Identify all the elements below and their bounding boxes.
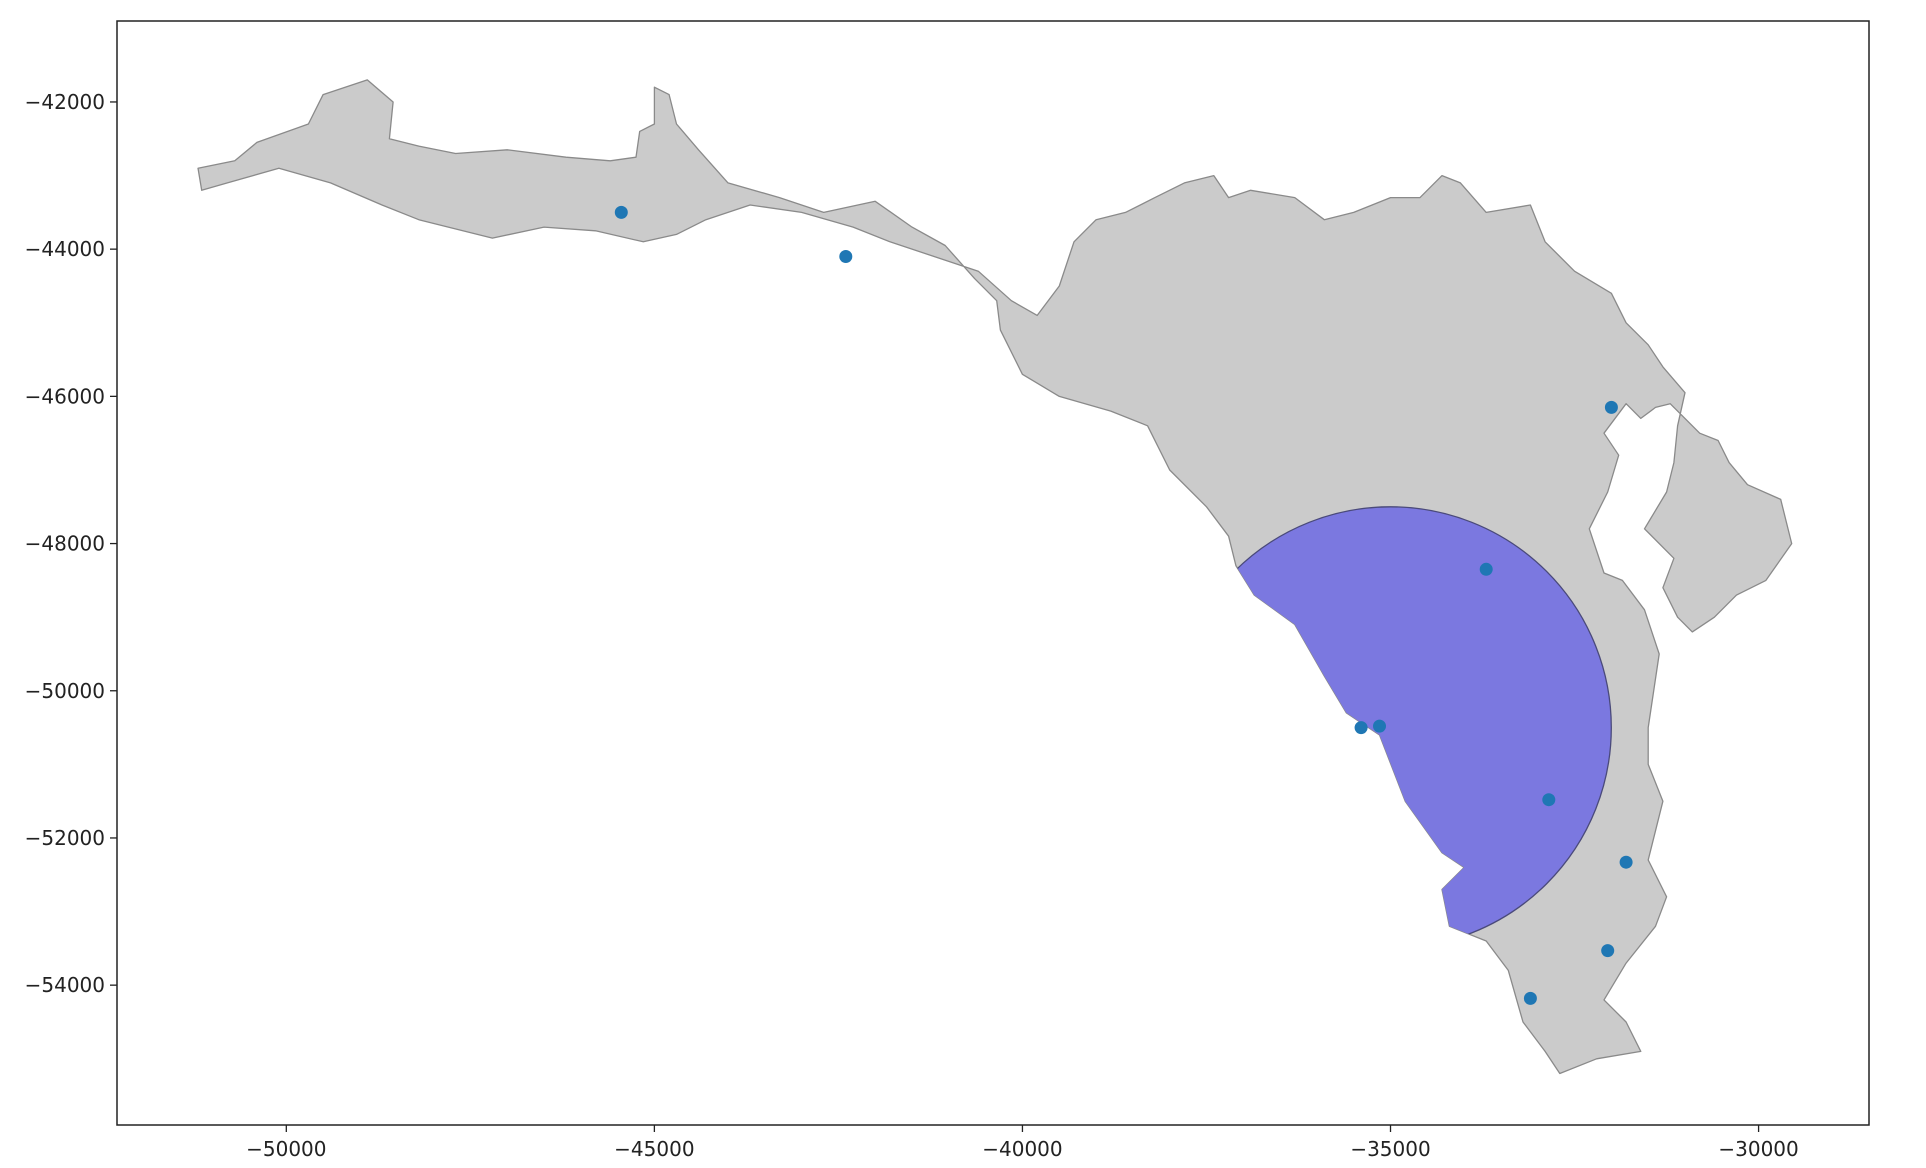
x-tick-label: −35000 xyxy=(1350,1137,1430,1161)
data-point xyxy=(1601,944,1615,958)
data-point xyxy=(614,205,628,219)
data-point xyxy=(1619,855,1633,869)
data-point xyxy=(1373,719,1386,733)
y-tick-label: −48000 xyxy=(25,532,105,556)
x-tick-label: −45000 xyxy=(614,1137,694,1161)
x-tick-label: −30000 xyxy=(1718,1137,1798,1161)
y-tick-label: −54000 xyxy=(25,973,105,997)
data-point xyxy=(839,250,853,263)
data-point xyxy=(1479,562,1493,576)
data-point xyxy=(1542,793,1556,807)
x-tick-label: −40000 xyxy=(982,1137,1062,1161)
land-region-0 xyxy=(197,79,1793,1075)
data-point xyxy=(1523,991,1537,1005)
y-tick-label: −46000 xyxy=(25,384,105,408)
y-tick-label: −50000 xyxy=(25,679,105,703)
y-axis: −42000 −44000 −46000 −48000 −50000 −52000 −540… xyxy=(25,90,117,997)
x-tick-label: −50000 xyxy=(246,1137,326,1161)
y-tick-label: −44000 xyxy=(25,237,105,261)
y-tick-label: −52000 xyxy=(25,826,105,850)
data-point xyxy=(1604,400,1618,414)
y-tick-label: −42000 xyxy=(25,90,105,114)
axes-frame xyxy=(116,20,1870,1126)
x-axis: −50000 −45000 −40000 −35000 −30000 xyxy=(246,1125,1799,1161)
data-point xyxy=(1354,721,1368,735)
